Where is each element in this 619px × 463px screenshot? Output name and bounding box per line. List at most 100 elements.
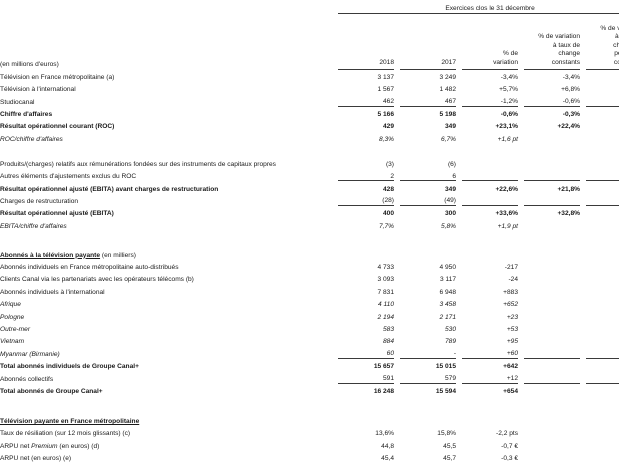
cell-y2018: 7,7% <box>378 222 394 230</box>
cell-y2018: (28) <box>382 197 394 205</box>
cell-y2017: (49) <box>444 197 456 205</box>
paytv-row: ARPU net Premium (en euros) (d) 44,8 45,5 -… <box>0 438 619 450</box>
cell-y2017: 15 594 <box>400 382 456 396</box>
row-label: Abonnés collectifs <box>0 375 54 383</box>
column-header-var: % de variation <box>462 13 518 70</box>
cell-var: +642 <box>462 357 518 371</box>
cell-var_cc: -3,4% <box>562 73 580 81</box>
cell-var: +60 <box>506 350 518 358</box>
cell-y2018: 44,8 <box>381 442 394 450</box>
row-label: Clients Canal via les partenariats avec … <box>0 276 194 284</box>
cell-y2018: 13,6% <box>375 430 394 438</box>
section-heading: Abonnés à la télévision payante (en mill… <box>0 244 338 259</box>
column-header-line: % de variation <box>538 33 580 41</box>
row-label: Vietnam <box>0 338 25 346</box>
cell-var_ccp <box>586 346 619 358</box>
row-label: ROC/chiffre d'affaires <box>0 135 63 143</box>
row-label: Pologne <box>0 313 25 321</box>
cell-var_ccp: +32,8% <box>586 204 619 218</box>
row-label: Résultat opérationnel ajusté (EBITA) ava… <box>0 185 219 193</box>
cell-y2017: 3 249 <box>439 73 456 81</box>
cell-var: +22,6% <box>462 180 518 194</box>
cell-var_cc <box>524 296 580 308</box>
income-row: EBITA/chiffre d'affaires 7,7% 5,8% +1,9 pt <box>0 218 619 230</box>
cell-y2018: 583 <box>382 326 394 334</box>
cell-var: -0,3 € <box>501 455 518 463</box>
spacer-cell <box>0 230 619 244</box>
income-row: Charges de restructuration (28) (49) <box>0 193 619 205</box>
income-row: Chiffre d'affaires 5 166 5 198 -0,6% -0,3% -0… <box>0 105 619 119</box>
cell-y2017: 1 482 <box>439 86 456 94</box>
row-label: Abonnés individuels à l'international <box>0 288 105 296</box>
row-label: Chiffre d'affaires <box>0 110 53 118</box>
section-heading: Télévision payante en France métropolita… <box>0 411 338 426</box>
cell-var: -1,2% <box>500 98 518 106</box>
cell-var_cc <box>524 321 580 333</box>
cell-var: -24 <box>508 276 518 284</box>
cell-var_ccp: +22,4% <box>586 119 619 131</box>
cell-var_cc <box>524 438 580 450</box>
column-header-line: change <box>558 50 580 58</box>
cell-var_ccp <box>586 296 619 308</box>
section-gap-subscribers <box>0 230 619 244</box>
column-header-line: % de variation <box>600 24 619 32</box>
section-gap-paytv <box>0 396 619 411</box>
income-row: Studiocanal 462 467 -1,2% -0,6% -0,6% <box>0 94 619 106</box>
cell-y2018: 60 <box>386 350 394 358</box>
cell-var_cc <box>524 357 580 371</box>
row-label: Télévision en France métropolitaine (a) <box>0 73 115 81</box>
cell-var: +5,7% <box>499 86 518 94</box>
cell-var_ccp <box>586 382 619 396</box>
cell-var: -0,7 € <box>501 442 518 450</box>
row-label: Produits/(charges) relatifs aux rémunéra… <box>0 160 276 168</box>
cell-y2017: 45,5 <box>443 442 456 450</box>
cell-var_ccp <box>586 143 619 168</box>
cell-var: -3,4% <box>500 73 518 81</box>
subscriber-row: Pologne 2 194 2 171 +23 <box>0 309 619 321</box>
cell-var_ccp <box>586 193 619 205</box>
cell-y2017: 15,8% <box>437 430 456 438</box>
subscriber-row: Outre-mer 583 530 +53 <box>0 321 619 333</box>
cell-y2017: 5 198 <box>400 105 456 119</box>
cell-var_cc: +32,8% <box>524 204 580 218</box>
row-label: Résultat opérationnel courant (ROC) <box>0 123 115 131</box>
row-label: Outre-mer <box>0 326 31 334</box>
cell-var_cc <box>524 193 580 205</box>
cell-var: +95 <box>506 338 518 346</box>
header-span-row: Exercices clos le 31 décembre <box>0 0 619 14</box>
cell-var_cc <box>524 259 580 271</box>
section-heading-spacer <box>338 244 619 259</box>
cell-var_cc: +6,8% <box>561 86 580 94</box>
cell-y2017: 6 948 <box>439 288 456 296</box>
cell-var_ccp <box>586 371 619 383</box>
column-header-line: à taux de <box>614 33 619 41</box>
cell-var_ccp <box>586 426 619 438</box>
header-period-label: Exercices clos le 31 décembre <box>338 0 619 14</box>
cell-var_ccp <box>586 450 619 462</box>
cell-var_ccp <box>586 218 619 230</box>
cell-var: -217 <box>504 264 518 272</box>
cell-y2017: 349 <box>400 180 456 194</box>
subscriber-row: Afrique 4 110 3 458 +652 <box>0 296 619 308</box>
row-label: Studiocanal <box>0 98 35 106</box>
section-heading-spacer <box>338 411 619 426</box>
cell-y2017: 4 950 <box>439 264 456 272</box>
cell-y2018: 8,3% <box>378 135 394 143</box>
row-label: Myanmar (Birmanie) <box>0 350 60 358</box>
cell-y2018: 2 194 <box>377 313 394 321</box>
cell-var_cc <box>524 131 580 143</box>
cell-var_cc <box>524 143 580 168</box>
row-label-part: Premium <box>31 442 58 450</box>
column-header-line: constants <box>613 58 619 66</box>
section-heading-text: Télévision payante en France métropolita… <box>0 418 140 425</box>
income-row: Télévision à l'international 1 567 1 482 +5… <box>0 81 619 93</box>
cell-var_cc <box>524 426 580 438</box>
cell-y2017: 2 171 <box>439 313 456 321</box>
spacer-cell <box>0 396 619 411</box>
cell-y2018: 884 <box>382 338 394 346</box>
cell-var: -0,6% <box>462 105 518 119</box>
row-label: Résultat opérationnel ajusté (EBITA) <box>0 210 114 218</box>
cell-y2017: - <box>453 350 456 358</box>
